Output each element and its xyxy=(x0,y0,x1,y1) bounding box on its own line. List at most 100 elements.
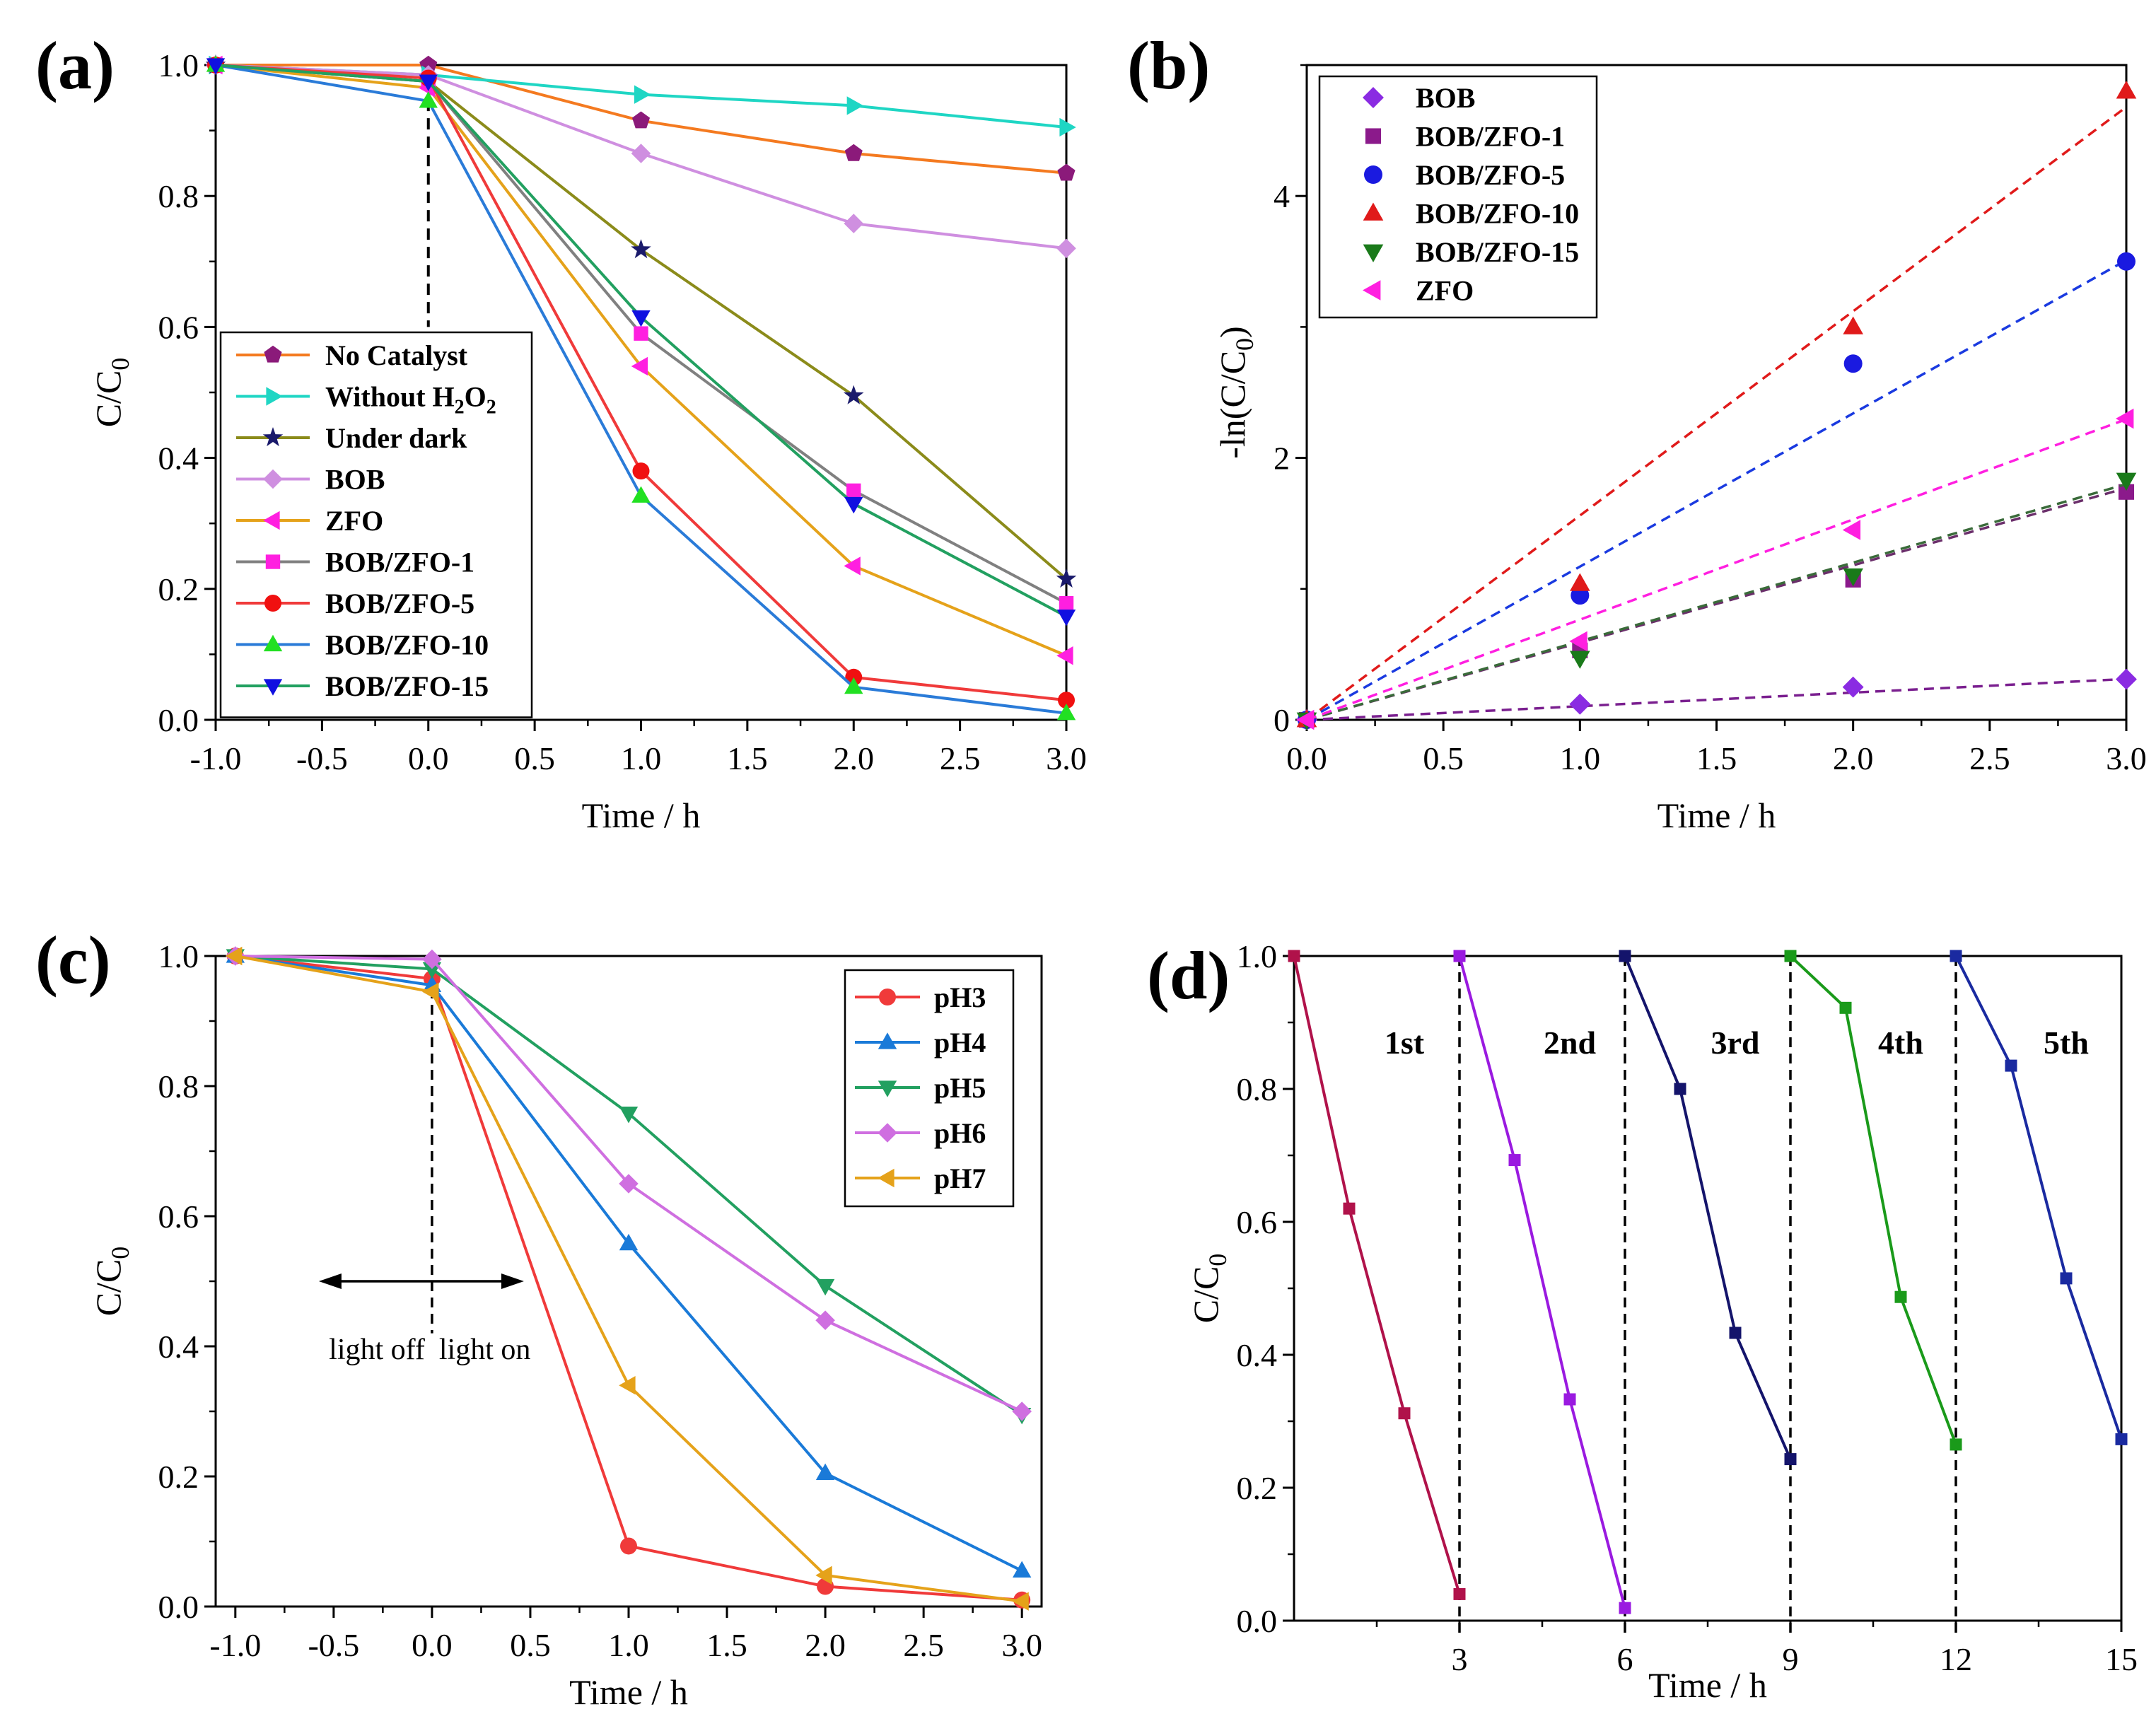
y-axis-label: C/C0 xyxy=(1186,1254,1232,1324)
fit-line xyxy=(1306,259,2127,721)
x-tick-label: 2.0 xyxy=(834,740,875,776)
x-axis-label: Time / h xyxy=(1648,1665,1767,1705)
legend-label: Under dark xyxy=(325,422,467,454)
data-point xyxy=(1453,950,1466,962)
legend-label: No Catalyst xyxy=(325,339,468,371)
data-point xyxy=(815,1566,832,1585)
data-point xyxy=(1842,520,1861,540)
series-3rd: 3rd xyxy=(1619,950,1797,1466)
data-point xyxy=(815,1463,835,1480)
data-point xyxy=(226,946,243,966)
legend-marker xyxy=(878,1032,897,1049)
panel-label: (b) xyxy=(1127,28,1210,103)
y-axis-label: -ln(C/C0) xyxy=(1213,326,1259,458)
arrow-head-left xyxy=(318,1273,342,1289)
data-point xyxy=(1570,651,1590,669)
data-point xyxy=(1056,610,1076,626)
data-point xyxy=(1012,1561,1032,1578)
x-tick-label: 3.0 xyxy=(1001,1627,1042,1663)
legend-marker xyxy=(1363,87,1384,108)
series-line xyxy=(1954,955,2123,1440)
legend-marker xyxy=(878,1123,897,1143)
light-off-label: light off xyxy=(329,1334,425,1366)
series-BOB/ZFO-15 xyxy=(206,58,1076,626)
panel-label: (c) xyxy=(35,922,111,998)
series-BOB/ZFO-10 xyxy=(206,55,1076,721)
legend-label: BOB/ZFO-1 xyxy=(325,547,474,578)
legend-label: pH4 xyxy=(934,1027,986,1059)
cycle-label: 2nd xyxy=(1544,1025,1597,1061)
x-axis-label: Time / h xyxy=(569,1672,688,1712)
legend-label: ZFO xyxy=(325,505,383,537)
series-line xyxy=(1624,955,1792,1460)
legend-label: pH6 xyxy=(934,1117,986,1149)
data-point xyxy=(844,496,863,514)
fit-line xyxy=(1305,105,2128,721)
x-tick-label: 15 xyxy=(2105,1641,2138,1677)
x-tick-label: 12 xyxy=(1940,1641,1972,1677)
legend-label: BOB/ZFO-15 xyxy=(325,670,489,702)
legend-label: BOB xyxy=(325,464,385,496)
data-point xyxy=(844,214,864,233)
legend-label: pH3 xyxy=(934,981,986,1013)
data-point xyxy=(2116,408,2134,429)
data-point xyxy=(631,111,651,129)
legend-marker xyxy=(878,1080,897,1097)
y-tick-label: 0.4 xyxy=(1237,1337,1278,1373)
fit-line xyxy=(1306,482,2127,721)
x-tick-label: -1.0 xyxy=(209,1627,261,1663)
data-point xyxy=(1674,1083,1686,1095)
data-point xyxy=(1619,950,1631,962)
data-point xyxy=(1950,950,1962,962)
data-point xyxy=(846,483,861,499)
panel-c: -1.0 -0.5 0.0 0.5 1.0 1.5 2.0 2.5 3.0 0.0 0.2 0.4 0.… xyxy=(35,922,1043,1712)
data-point xyxy=(631,310,651,327)
data-point xyxy=(2117,252,2135,271)
legend: pH3 pH4 pH5 pH6 pH7 xyxy=(844,969,1015,1208)
x-tick-label: 0.0 xyxy=(412,1627,453,1663)
data-point xyxy=(1508,1154,1521,1167)
data-point xyxy=(631,486,651,503)
data-point xyxy=(1843,568,1863,587)
y-tick-label: 0.6 xyxy=(158,309,199,345)
x-tick-label: 1.5 xyxy=(706,1627,747,1663)
data-point xyxy=(2116,81,2137,99)
series-ZFO xyxy=(1296,408,2134,730)
series-line xyxy=(1293,955,1461,1595)
data-point xyxy=(206,58,226,75)
data-point xyxy=(631,239,651,259)
data-point xyxy=(1453,1587,1466,1600)
data-point xyxy=(619,1107,639,1124)
data-point xyxy=(846,96,864,115)
data-point xyxy=(2118,484,2135,500)
series-2nd: 2nd xyxy=(1453,950,1631,1614)
x-tick-label: 1.0 xyxy=(608,1627,649,1663)
series-4th: 4th xyxy=(1784,950,1962,1451)
legend-label: BOB xyxy=(1416,82,1475,114)
x-tick-label: 0.5 xyxy=(1423,740,1464,776)
legend-label: Without H2O2 xyxy=(325,381,496,419)
data-point xyxy=(620,1537,637,1555)
data-point xyxy=(1056,238,1076,259)
legend-marker xyxy=(1363,280,1381,301)
series-BOB/ZFO-5 xyxy=(1298,252,2135,729)
data-point xyxy=(843,385,864,404)
data-point xyxy=(1012,1592,1029,1611)
x-tick-label: 2.0 xyxy=(1833,740,1874,776)
data-point xyxy=(844,144,863,161)
data-point xyxy=(2060,1272,2073,1285)
panel-label: (d) xyxy=(1147,938,1230,1013)
legend-marker xyxy=(265,554,281,569)
x-tick-label: -0.5 xyxy=(308,1627,359,1663)
x-tick-label: -0.5 xyxy=(296,740,348,776)
series-BOB/ZFO-15 xyxy=(1296,472,2137,730)
data-point xyxy=(1839,1001,1852,1014)
data-point xyxy=(815,1278,835,1296)
legend-marker xyxy=(1363,202,1384,221)
data-point xyxy=(1843,316,1863,334)
series-BOB/ZFO-1 xyxy=(1298,484,2135,728)
legend-label: pH7 xyxy=(934,1162,986,1194)
legend-marker xyxy=(264,595,281,612)
x-tick-label: 9 xyxy=(1783,1641,1799,1677)
